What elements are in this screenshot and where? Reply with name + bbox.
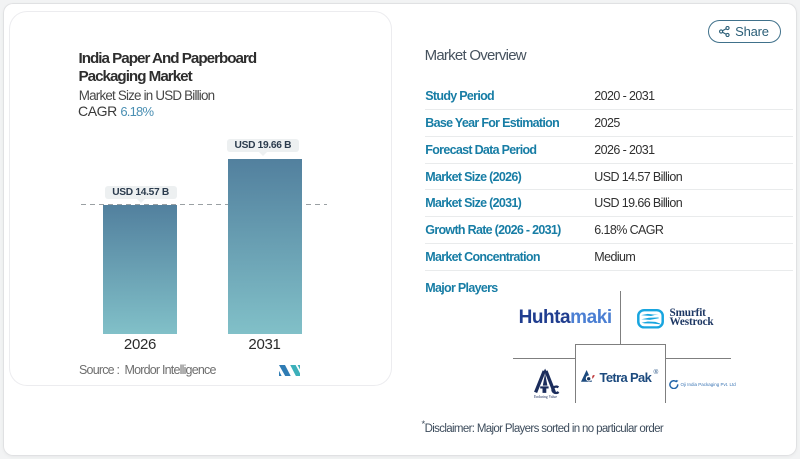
svg-text:Enduring Value: Enduring Value [534, 395, 557, 399]
